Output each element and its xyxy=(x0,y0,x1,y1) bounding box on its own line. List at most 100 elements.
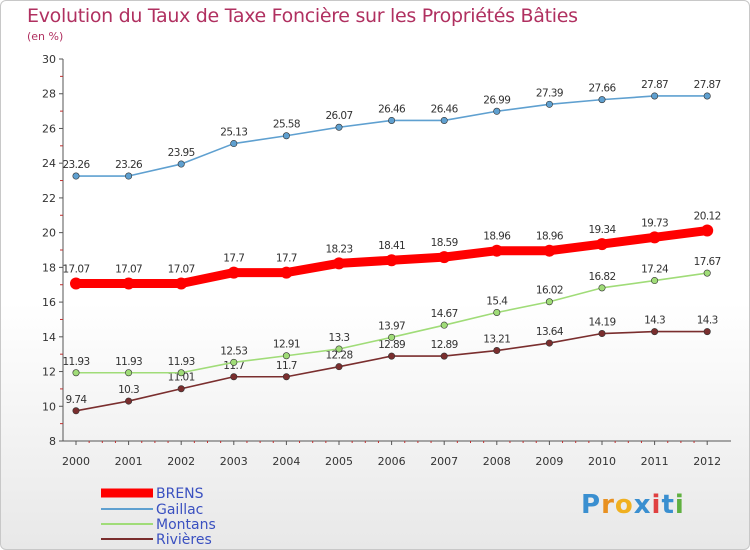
data-point xyxy=(72,369,80,377)
data-label: 12.89 xyxy=(378,339,405,351)
data-label: 15.4 xyxy=(486,296,508,308)
data-point xyxy=(230,373,238,381)
y-tick-label: 24 xyxy=(42,157,56,170)
data-label: 23.26 xyxy=(115,159,143,171)
series-gaillac: 23.26 23.26 23.95 25.13 25.58 26.07 26.46 26.46… xyxy=(62,79,721,180)
data-point xyxy=(385,254,398,267)
data-point xyxy=(70,277,82,290)
x-tick-label: 2011 xyxy=(641,455,669,468)
data-label: 27.66 xyxy=(588,83,616,95)
data-label: 16.02 xyxy=(536,285,563,297)
data-label: 17.07 xyxy=(62,264,89,276)
data-label: 18.96 xyxy=(536,231,564,243)
data-label: 17.7 xyxy=(223,253,244,265)
data-point xyxy=(282,373,290,381)
data-point xyxy=(388,333,396,341)
data-point xyxy=(596,238,608,251)
data-label: 12.53 xyxy=(220,345,247,357)
data-point xyxy=(703,92,711,100)
data-point xyxy=(335,363,343,371)
legend-label: BRENS xyxy=(156,486,204,502)
data-point xyxy=(440,116,448,124)
data-point xyxy=(282,352,290,360)
data-point xyxy=(545,298,553,306)
series-rivières: 9.7410.311.0111.711.712.2812.8912.8913.2… xyxy=(66,315,718,415)
data-point xyxy=(72,407,80,415)
data-label: 17.24 xyxy=(641,264,669,276)
data-label: 13.3 xyxy=(329,332,350,344)
logo-letter: t xyxy=(661,490,675,520)
data-point xyxy=(125,397,133,405)
series-layer: 9.7410.311.0111.711.712.2812.8912.8913.2… xyxy=(62,79,721,415)
data-label: 14.67 xyxy=(431,308,458,320)
data-point xyxy=(230,140,238,148)
data-point xyxy=(177,369,185,377)
data-label: 25.13 xyxy=(220,127,247,139)
data-point xyxy=(703,269,711,277)
data-label: 9.74 xyxy=(66,394,88,406)
chart-title: Evolution du Taux de Taxe Foncière sur l… xyxy=(27,5,578,27)
data-point xyxy=(388,116,396,124)
data-label: 26.07 xyxy=(325,110,352,122)
x-tick-label: 2000 xyxy=(62,455,90,468)
data-point xyxy=(648,231,661,244)
legend-label: Rivières xyxy=(156,532,212,548)
data-point xyxy=(440,352,448,360)
data-label: 12.91 xyxy=(273,339,300,351)
y-tick-label: 22 xyxy=(42,192,56,205)
data-label: 11.93 xyxy=(62,356,89,368)
data-point xyxy=(493,309,501,317)
y-tick-label: 10 xyxy=(42,400,56,413)
data-point xyxy=(333,257,345,270)
data-point xyxy=(125,369,133,377)
x-tick-label: 2010 xyxy=(588,455,616,468)
data-point xyxy=(177,385,185,393)
data-point xyxy=(438,251,451,264)
chart-subtitle: (en %) xyxy=(27,30,64,43)
data-point xyxy=(598,96,606,104)
x-tick-label: 2012 xyxy=(693,455,721,468)
logo-letter: r xyxy=(601,490,615,520)
logo-letter: o xyxy=(614,490,634,520)
data-label: 11.7 xyxy=(276,360,297,372)
logo-letter: P xyxy=(581,490,602,520)
y-tick-label: 20 xyxy=(42,227,56,240)
x-tick-label: 2003 xyxy=(220,455,248,468)
data-label: 23.26 xyxy=(62,159,90,171)
data-label: 14.3 xyxy=(697,315,718,327)
data-point xyxy=(335,345,343,353)
data-point xyxy=(230,358,238,366)
y-tick-label: 14 xyxy=(42,331,56,344)
data-label: 17.67 xyxy=(694,256,721,268)
data-point xyxy=(598,330,606,338)
data-point xyxy=(177,160,185,168)
y-tick-label: 30 xyxy=(42,53,56,66)
legend-label: Gaillac xyxy=(156,502,203,518)
y-tick-label: 8 xyxy=(49,435,56,448)
x-tick-label: 2009 xyxy=(535,455,563,468)
data-label: 25.58 xyxy=(273,119,300,131)
legend-label: Montans xyxy=(156,517,216,533)
data-point xyxy=(125,172,133,180)
series-montans: 11.93 11.93 11.93 12.53 12.91 13.3 13.97 14.67 1… xyxy=(62,256,721,377)
data-label: 16.82 xyxy=(588,271,615,283)
data-point xyxy=(72,172,80,180)
data-point xyxy=(651,92,659,100)
logo-letter: i xyxy=(674,490,685,520)
data-label: 18.23 xyxy=(325,243,352,255)
data-point xyxy=(543,244,556,257)
data-label: 18.41 xyxy=(378,240,405,252)
data-label: 27.39 xyxy=(536,87,563,99)
data-point xyxy=(701,224,714,237)
data-point xyxy=(598,284,606,292)
data-point xyxy=(175,277,188,290)
y-tick-label: 28 xyxy=(42,88,56,101)
data-label: 27.87 xyxy=(694,79,721,91)
y-tick-label: 16 xyxy=(42,296,56,309)
data-label: 11.93 xyxy=(168,356,195,368)
x-tick-label: 2004 xyxy=(272,455,300,468)
data-point xyxy=(651,277,659,285)
data-label: 23.95 xyxy=(168,147,195,159)
